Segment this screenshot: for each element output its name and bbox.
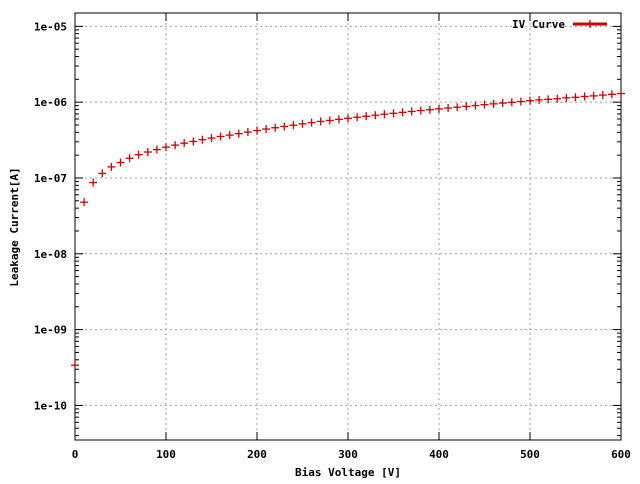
data-point	[380, 110, 389, 119]
data-point	[607, 90, 616, 99]
data-point	[189, 137, 198, 146]
y-tick-label: 1e-10	[34, 399, 67, 412]
data-point	[425, 105, 434, 114]
data-point	[307, 118, 316, 127]
data-point	[253, 126, 261, 135]
data-point	[225, 131, 234, 140]
data-point	[234, 129, 243, 138]
data-point	[334, 115, 343, 124]
data-point	[471, 101, 480, 110]
data-point	[480, 100, 489, 109]
data-point	[289, 121, 298, 130]
x-tick-label: 300	[338, 448, 358, 461]
data-point	[371, 111, 380, 120]
data-point	[535, 95, 544, 104]
x-tick-label: 0	[72, 448, 79, 461]
data-point	[98, 169, 107, 178]
data-point	[353, 113, 362, 122]
data-point	[526, 96, 534, 105]
data-point	[271, 123, 280, 132]
legend: IV Curve	[512, 18, 607, 31]
data-point	[516, 97, 525, 106]
data-point	[489, 99, 498, 108]
data-point	[544, 95, 553, 104]
data-point	[416, 106, 425, 115]
data-point	[598, 91, 607, 100]
data-point	[444, 104, 453, 113]
data-point	[216, 132, 225, 141]
data-point	[344, 114, 352, 123]
data-point	[298, 119, 307, 128]
data-point	[498, 99, 507, 108]
data-point	[162, 143, 170, 152]
data-point	[152, 145, 161, 154]
data-point	[143, 148, 152, 157]
y-tick-label: 1e-07	[34, 172, 67, 185]
data-point	[407, 107, 416, 116]
data-point	[562, 93, 571, 102]
data-point	[435, 104, 443, 113]
y-tick-labels: 1e-10 1e-09 1e-08 1e-07 1e-06 1e-05	[34, 20, 67, 412]
data-point	[134, 150, 143, 159]
data-point	[171, 141, 180, 150]
x-tick-labels: 0 100 200 300 400 500 600	[72, 448, 631, 461]
legend-marker	[586, 20, 594, 28]
grid-lines	[75, 13, 621, 440]
data-point	[198, 135, 207, 144]
data-point	[316, 117, 325, 126]
data-point	[80, 198, 89, 207]
data-point	[71, 361, 79, 370]
y-tick-label: 1e-09	[34, 324, 67, 337]
x-tick-label: 400	[429, 448, 449, 461]
data-point	[116, 158, 125, 167]
data-point	[507, 98, 516, 107]
legend-label: IV Curve	[512, 18, 565, 31]
x-axis-title: Bias Voltage [V]	[295, 466, 401, 479]
y-tick-label: 1e-05	[34, 20, 67, 33]
data-point	[589, 91, 598, 100]
y-tick-label: 1e-08	[34, 248, 67, 261]
data-point	[89, 178, 98, 187]
plot-frame	[74, 12, 622, 441]
data-point	[462, 102, 471, 111]
data-point	[553, 94, 562, 103]
x-tick-label: 200	[247, 448, 267, 461]
data-points	[71, 89, 625, 370]
x-tick-label: 100	[156, 448, 176, 461]
data-point	[243, 128, 252, 137]
data-point	[207, 134, 216, 143]
x-tick-label: 600	[611, 448, 631, 461]
data-point	[580, 92, 589, 101]
data-point	[398, 108, 407, 117]
data-point	[180, 139, 189, 148]
data-point	[617, 89, 625, 98]
axis-ticks	[74, 13, 622, 440]
data-point	[325, 116, 334, 125]
y-axis-title: Leakage Current[A]	[8, 167, 21, 286]
data-point	[389, 109, 398, 118]
data-point	[571, 93, 580, 102]
data-point	[125, 154, 134, 163]
data-point	[262, 125, 271, 134]
data-point	[453, 103, 462, 112]
data-point	[280, 122, 289, 131]
data-point	[107, 162, 116, 171]
x-tick-label: 500	[520, 448, 540, 461]
y-tick-label: 1e-06	[34, 96, 67, 109]
data-point	[362, 112, 371, 121]
